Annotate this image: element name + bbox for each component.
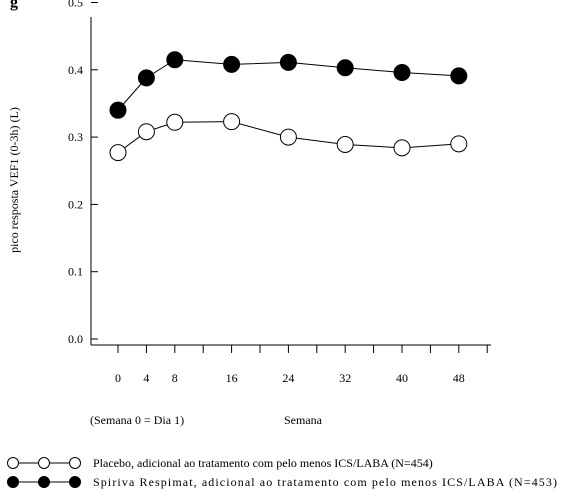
series-1-point [223,113,241,131]
series-2-point [336,59,354,77]
legend: Placebo, adicional ao tratamento com pel… [7,456,557,489]
y-tick-label: 0.0 [68,332,83,346]
x-tick-label: 4 [143,371,149,385]
legend-marker [38,457,50,469]
y-tick-label: 0.4 [68,63,83,77]
legend-marker [69,457,81,469]
series-1-point [109,144,127,162]
x-tick-label: 24 [282,371,294,385]
x-tick-label: 8 [172,371,178,385]
series-1-point [279,128,297,146]
x-tick-label: 16 [226,371,238,385]
series-2-point [109,101,127,119]
series-1-point [137,123,155,141]
series-2-point [166,51,184,69]
series-1-point [166,113,184,131]
y-tick-label: 0.3 [68,130,83,144]
legend-marker [38,476,50,488]
legend-label: Placebo, adicional ao tratamento com pel… [93,456,433,470]
y-tick-label: 0.1 [68,265,83,279]
y-tick-label: 0.5 [68,0,83,10]
y-tick-label: 0.2 [68,197,83,211]
legend-marker [7,476,19,488]
series-layer [109,51,468,162]
y-axis-label: pico resposta VEF1 (0-3h) (L) [7,107,21,253]
series-2-point [223,55,241,73]
legend-marker [69,476,81,488]
series-1-point [450,135,468,153]
x-tick-label: 40 [396,371,408,385]
legend-label: Spiriva Respimat, adicional ao tratament… [93,475,557,489]
x-ticks: 0 4 8 16 24 32 40 48 [115,345,488,385]
y-ticks: 0.0 0.1 0.2 0.3 0.4 0.5 [68,0,98,346]
series-2-point [279,53,297,71]
chart-title-fragment: g [10,0,18,11]
x-tick-label: 32 [339,371,351,385]
series-1-point [336,136,354,154]
legend-marker [7,457,19,469]
series-2-point [450,67,468,85]
series-1-point [393,139,411,157]
series-2-point [393,63,411,81]
x-axis-label: Semana [284,413,323,427]
x-tick-label: 0 [115,371,121,385]
series-2-point [137,69,155,87]
x-tick-label: 48 [453,371,465,385]
x-axis-note: (Semana 0 = Dia 1) [90,413,184,427]
